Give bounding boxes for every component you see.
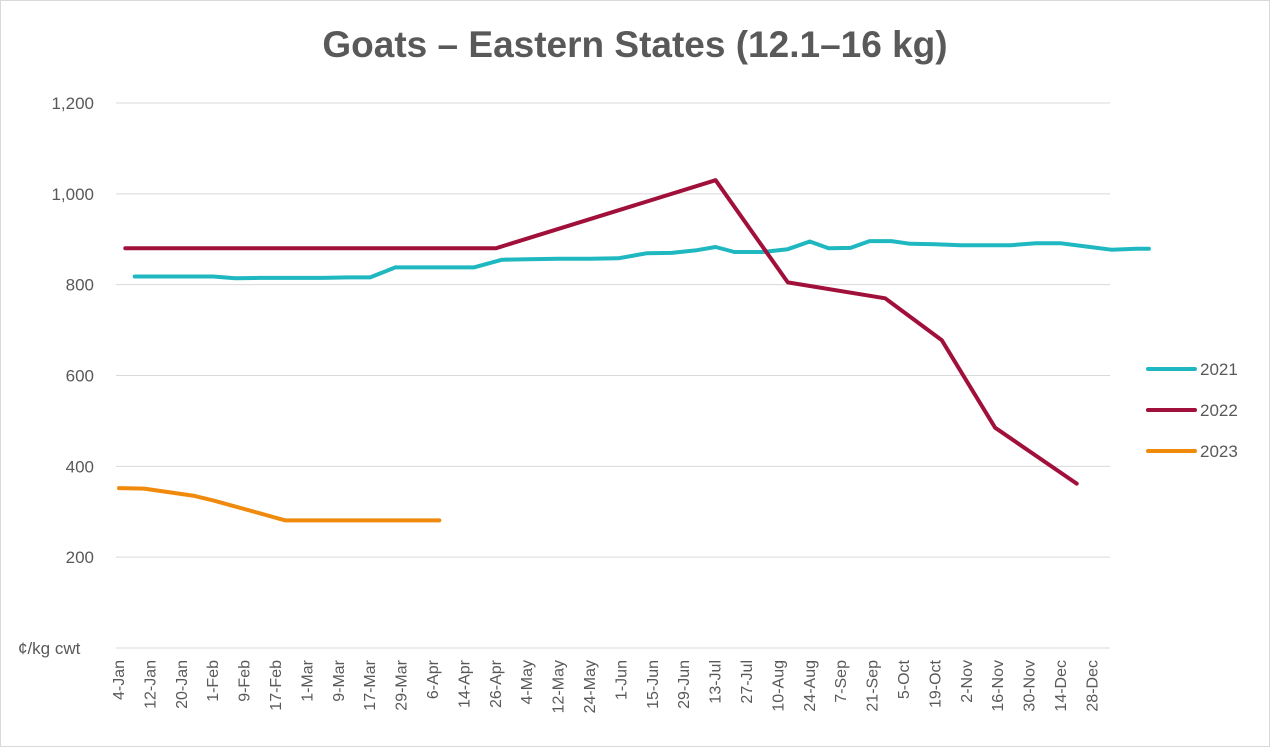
y-tick-label: 800 xyxy=(66,276,94,295)
x-tick-label: 27-Jul xyxy=(739,660,756,704)
legend-label-2023: 2023 xyxy=(1200,442,1238,461)
x-tick-label: 21-Sep xyxy=(865,660,882,712)
x-tick-label: 12-May xyxy=(551,660,568,713)
x-tick-label: 2-Nov xyxy=(959,660,976,703)
x-tick-label: 13-Jul xyxy=(708,660,725,704)
series-lines xyxy=(117,178,1151,523)
x-tick-label: 20-Jan xyxy=(174,660,191,709)
y-tick-label: 1,000 xyxy=(51,185,94,204)
x-tick-label: 4-May xyxy=(519,660,536,704)
x-tick-label: 26-Apr xyxy=(488,659,505,708)
x-tick-label: 17-Mar xyxy=(362,659,379,710)
x-tick-label: 7-Sep xyxy=(833,660,850,703)
y-tick-label: 400 xyxy=(66,457,94,476)
x-tick-label: 24-Aug xyxy=(802,660,819,712)
x-tick-label: 17-Feb xyxy=(268,660,285,711)
x-tick-label: 6-Apr xyxy=(425,659,442,699)
x-tick-label: 14-Apr xyxy=(456,659,473,708)
x-tick-label: 9-Mar xyxy=(331,659,348,701)
x-tick-label: 28-Dec xyxy=(1084,660,1101,712)
x-tick-label: 19-Oct xyxy=(927,659,944,708)
x-tick-label: 5-Oct xyxy=(896,659,913,699)
x-tick-label: 1-Mar xyxy=(299,659,316,701)
y-tick-label: 1,200 xyxy=(51,94,94,113)
x-tick-label: 1-Feb xyxy=(205,660,222,702)
y-axis-label: ¢/kg cwt xyxy=(18,639,81,658)
chart-title: Goats – Eastern States (12.1–16 kg) xyxy=(322,24,948,65)
series-line-2023 xyxy=(117,486,442,523)
x-tick-label: 14-Dec xyxy=(1053,660,1070,712)
x-tick-label: 16-Nov xyxy=(990,660,1007,712)
x-tick-label: 9-Feb xyxy=(237,660,254,702)
y-tick-label: 600 xyxy=(66,367,94,386)
x-tick-label: 10-Aug xyxy=(770,660,787,712)
x-axis-ticks: 4-Jan 12-Jan 20-Jan 1-Feb 9-Feb 17-Feb 1-Mar 9-… xyxy=(111,659,1101,713)
gridlines xyxy=(116,102,1110,649)
series-line-2022 xyxy=(123,178,1079,486)
series-line-2021 xyxy=(132,239,1151,281)
legend-label-2021: 2021 xyxy=(1200,360,1238,379)
x-tick-label: 30-Nov xyxy=(1022,660,1039,712)
x-tick-label: 29-Jun xyxy=(676,660,693,709)
x-tick-label: 15-Jun xyxy=(645,660,662,709)
x-tick-label: 24-May xyxy=(582,660,599,713)
x-tick-label: 1-Jun xyxy=(613,660,630,700)
legend-label-2022: 2022 xyxy=(1200,401,1238,420)
x-tick-label: 29-Mar xyxy=(394,659,411,710)
y-tick-label: 200 xyxy=(66,548,94,567)
x-tick-label: 12-Jan xyxy=(142,660,159,709)
y-axis-ticks: 200 400 600 800 1,000 1,200 xyxy=(51,94,94,567)
x-tick-label: 4-Jan xyxy=(111,660,128,700)
legend: 2021 2022 2023 xyxy=(1146,360,1238,461)
